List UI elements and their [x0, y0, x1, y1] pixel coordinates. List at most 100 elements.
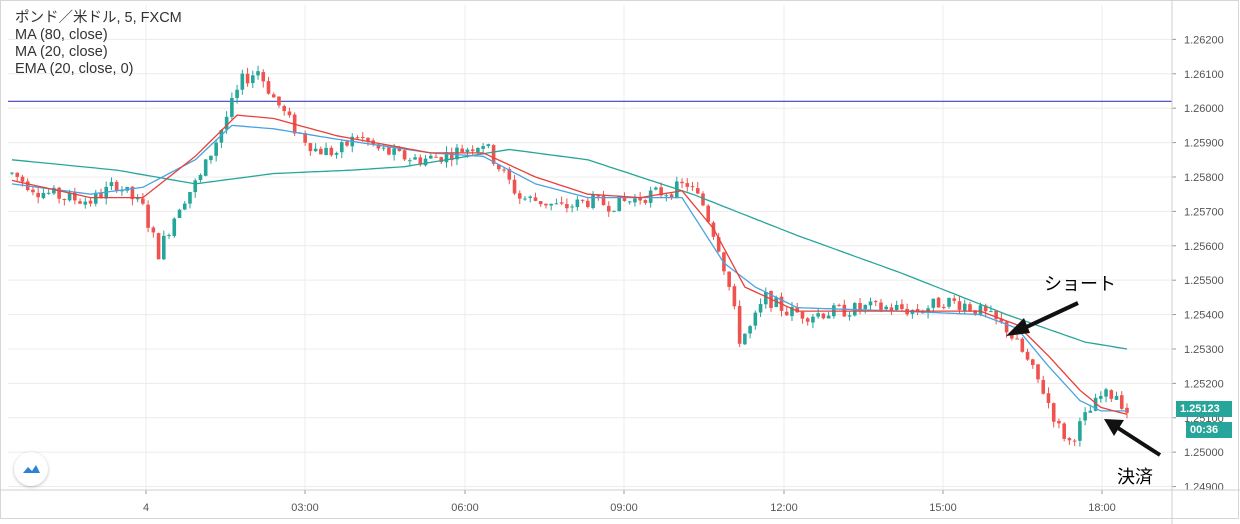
candle-body	[664, 195, 669, 197]
candle-body	[517, 193, 522, 199]
legend-ma80[interactable]: MA (80, close)	[15, 27, 108, 43]
candle-body	[606, 205, 611, 212]
candle-body	[1036, 364, 1040, 380]
candle-body	[177, 209, 182, 219]
candle-body	[1025, 351, 1030, 360]
candle-body	[800, 311, 805, 319]
candle-body	[146, 204, 150, 228]
candle-body	[224, 116, 229, 130]
candle-body	[188, 191, 192, 204]
candle-body	[235, 89, 239, 99]
candle-body	[10, 172, 14, 174]
candle-body	[423, 158, 428, 166]
y-tick-label: 1.25600	[1184, 241, 1224, 253]
candle-body	[873, 301, 878, 303]
candle-body	[308, 143, 313, 152]
candle-body	[31, 189, 35, 193]
candle-body	[439, 157, 444, 163]
candle-body	[617, 195, 622, 212]
candle-body	[465, 149, 470, 152]
candle-body	[648, 190, 653, 203]
candle-body	[837, 304, 841, 306]
candle-body	[167, 235, 171, 237]
candle-body	[162, 235, 166, 260]
candle-body	[303, 133, 307, 143]
candle-body	[894, 304, 899, 311]
last-price-badge: 1.25123	[1176, 401, 1232, 417]
candle-body	[151, 227, 156, 233]
candle-body	[413, 157, 417, 160]
candle-body	[701, 193, 705, 206]
symbol-title: ポンド／米ドル, 5, FXCM	[15, 10, 182, 26]
candle-body	[1099, 396, 1103, 399]
candle-body	[282, 106, 287, 112]
candle-body	[633, 198, 637, 203]
y-tick-label: 1.25800	[1184, 172, 1224, 184]
y-tick-label: 1.25700	[1184, 206, 1224, 218]
tradingview-logo[interactable]	[14, 452, 48, 486]
candle-body	[989, 311, 993, 313]
candle-body	[879, 302, 883, 310]
y-tick-label: 1.24900	[1184, 482, 1224, 494]
candle-body	[680, 181, 684, 184]
candle-body	[936, 297, 941, 308]
x-tick-label: 4	[143, 502, 149, 514]
candle-body	[83, 201, 88, 205]
candle-body	[941, 306, 946, 308]
candle-body	[973, 310, 977, 315]
candle-body	[319, 148, 323, 155]
candle-body	[1093, 397, 1098, 411]
candle-body	[240, 73, 245, 90]
candle-body	[36, 192, 40, 198]
y-tick-label: 1.25500	[1184, 275, 1224, 287]
exit-arrow-head	[1104, 419, 1124, 436]
y-tick-label: 1.26200	[1184, 34, 1224, 46]
series-line-2	[11, 114, 1128, 415]
candle-body	[863, 304, 868, 310]
candle-body	[962, 303, 967, 311]
candle-body	[402, 150, 407, 160]
candle-body	[334, 153, 339, 155]
candle-body	[638, 197, 642, 201]
short-arrow-head	[1006, 318, 1030, 336]
y-tick-label: 1.26000	[1184, 103, 1224, 115]
candle-body	[748, 326, 752, 334]
candle-body	[1004, 321, 1009, 333]
candle-body	[172, 218, 177, 236]
candle-body	[1083, 412, 1087, 421]
candle-body	[753, 312, 758, 326]
candle-body	[612, 210, 616, 212]
candle-body	[947, 297, 951, 307]
exit-arrow-shaft	[1116, 426, 1162, 457]
candle-body	[565, 204, 569, 209]
candle-body	[523, 198, 527, 200]
candle-body	[261, 72, 266, 82]
candle-body	[695, 188, 700, 194]
y-tick-label: 1.25900	[1184, 138, 1224, 150]
candle-body	[52, 187, 56, 194]
candle-body	[62, 199, 67, 201]
candle-body	[816, 313, 820, 317]
candle-body	[575, 199, 580, 208]
x-tick-label: 03:00	[291, 502, 319, 514]
candle-body	[266, 81, 271, 94]
candle-body	[1088, 410, 1093, 413]
legend-ema20[interactable]: EMA (20, close, 0)	[15, 61, 134, 77]
legend-ma20[interactable]: MA (20, close)	[15, 44, 108, 60]
candle-body	[978, 305, 983, 316]
candle-body	[764, 291, 768, 305]
candle-body	[643, 200, 648, 203]
candle-body	[203, 159, 208, 176]
candle-body	[983, 305, 988, 312]
candle-body	[460, 148, 464, 153]
candle-body	[449, 152, 454, 161]
candle-body	[685, 183, 690, 187]
candle-body	[381, 147, 386, 149]
candle-body	[549, 203, 553, 206]
candle-body	[418, 157, 423, 165]
candle-body	[1015, 338, 1019, 340]
candle-body	[795, 307, 800, 313]
indicator-lines-layer	[11, 114, 1128, 415]
